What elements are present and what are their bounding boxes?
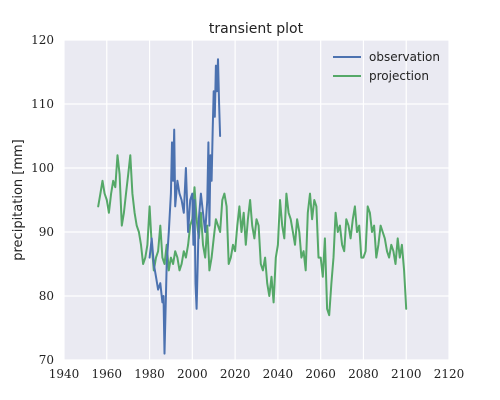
y-tick-label: 110 bbox=[31, 97, 54, 111]
series-line-projection bbox=[97, 154, 408, 317]
y-tick-label: 90 bbox=[39, 225, 54, 239]
chart-title: transient plot bbox=[209, 21, 304, 37]
x-tick-label: 2100 bbox=[391, 367, 422, 381]
x-tick-label: 2040 bbox=[263, 367, 294, 381]
x-tick-labels: 1940 1960 1980 2000 2020 2040 2060 2080 2100 2120 bbox=[49, 367, 465, 381]
x-tick-label: 2080 bbox=[348, 367, 379, 381]
x-tick-label: 2020 bbox=[220, 367, 251, 381]
legend: observation projection bbox=[333, 50, 440, 83]
series-lines bbox=[97, 58, 408, 355]
legend-label-projection: projection bbox=[369, 69, 429, 83]
x-tick-label: 2120 bbox=[434, 367, 465, 381]
y-tick-labels: 70 80 90 100 110 120 bbox=[31, 33, 54, 367]
x-tick-label: 1940 bbox=[49, 367, 80, 381]
x-tick-label: 1960 bbox=[92, 367, 123, 381]
y-tick-label: 80 bbox=[39, 289, 54, 303]
grid-lines bbox=[63, 39, 450, 361]
series-line-observation bbox=[148, 58, 222, 355]
legend-label-observation: observation bbox=[369, 50, 440, 64]
y-tick-label: 70 bbox=[39, 353, 54, 367]
x-tick-label: 2060 bbox=[305, 367, 336, 381]
x-tick-label: 1980 bbox=[134, 367, 165, 381]
y-tick-label: 100 bbox=[31, 161, 54, 175]
y-tick-label: 120 bbox=[31, 33, 54, 47]
x-tick-label: 2000 bbox=[177, 367, 208, 381]
y-axis-label: precipitation [mm] bbox=[11, 139, 26, 261]
plot-area bbox=[64, 40, 449, 360]
